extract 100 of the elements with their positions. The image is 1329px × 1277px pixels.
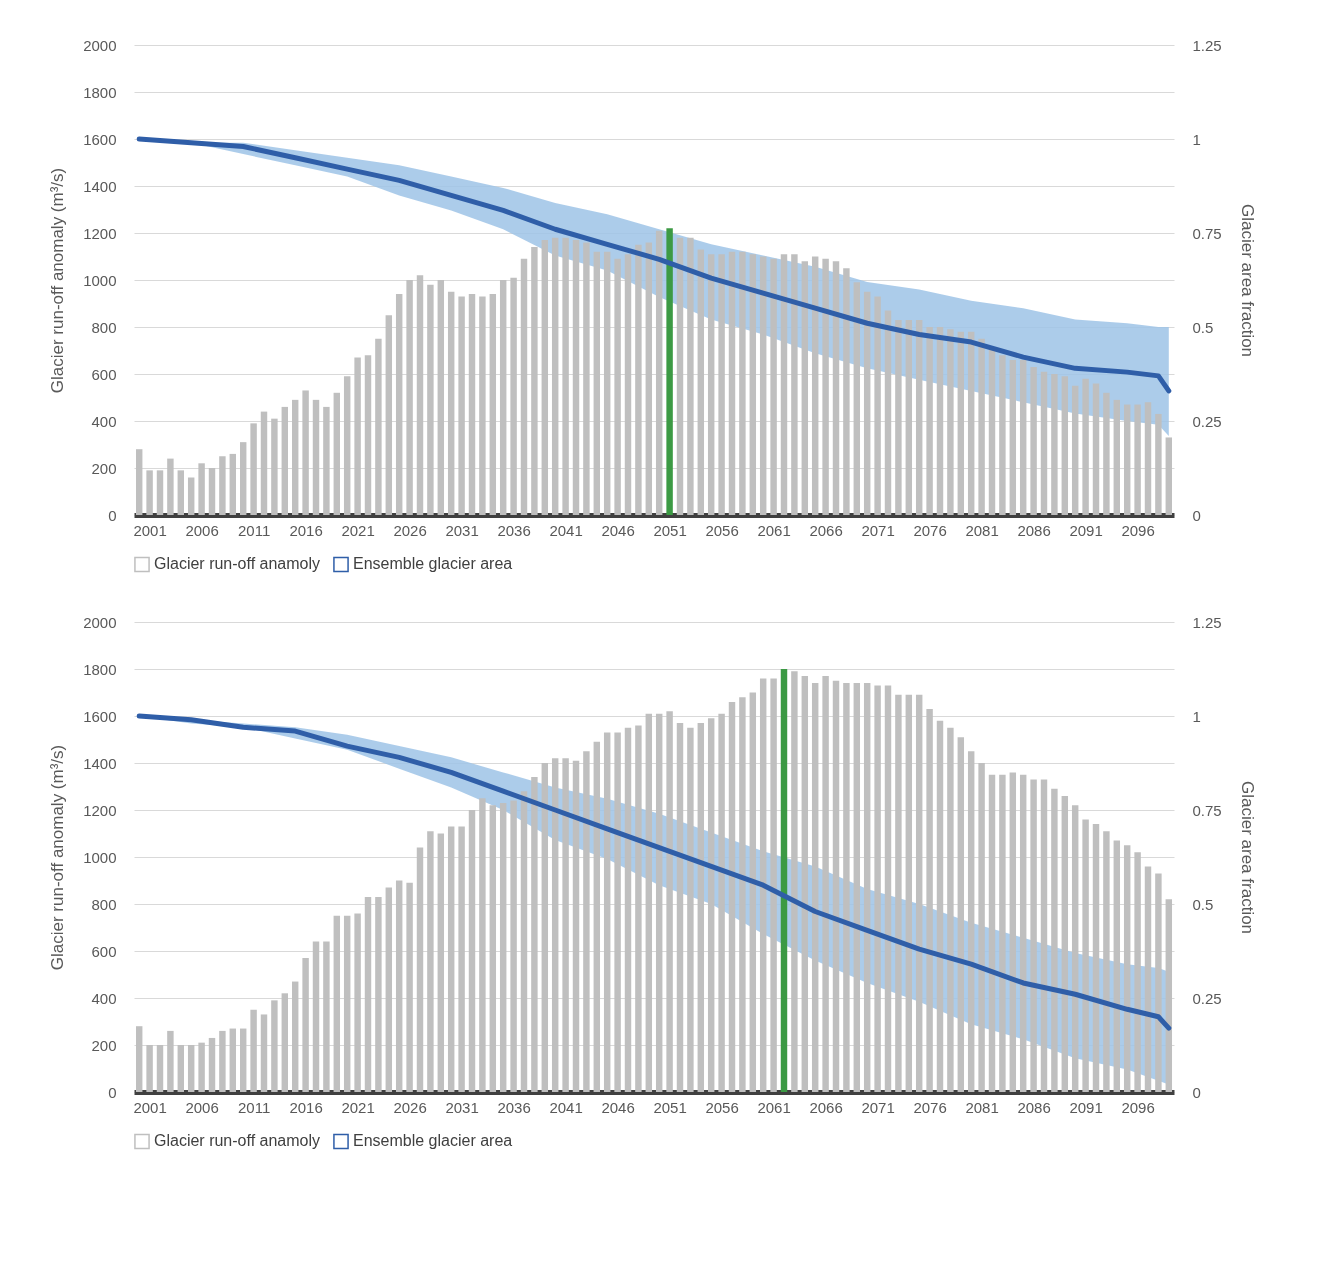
bar bbox=[1040, 779, 1048, 1092]
bar bbox=[1103, 392, 1110, 515]
bar bbox=[416, 847, 424, 1092]
bar bbox=[239, 1028, 247, 1092]
y-tick-label: 800 bbox=[91, 895, 117, 913]
x-tick-label: 2076 bbox=[913, 1098, 947, 1116]
x-tick-label: 2081 bbox=[965, 1098, 999, 1116]
y2-axis-title: Glacier area fraction bbox=[1237, 203, 1257, 358]
bar bbox=[385, 315, 393, 515]
bar bbox=[635, 244, 642, 515]
bar bbox=[687, 237, 694, 515]
bar bbox=[395, 880, 403, 1092]
bar bbox=[635, 725, 642, 1092]
bar bbox=[531, 777, 538, 1092]
bar bbox=[541, 240, 549, 515]
bar bbox=[936, 327, 944, 515]
bar bbox=[759, 678, 767, 1092]
y-tick-label: 200 bbox=[91, 459, 117, 477]
bar bbox=[343, 915, 351, 1092]
bar bbox=[541, 763, 549, 1092]
bar bbox=[572, 240, 580, 515]
bar bbox=[718, 254, 725, 515]
bar bbox=[655, 713, 663, 1092]
bar bbox=[146, 1045, 153, 1092]
bar bbox=[697, 249, 705, 515]
bar bbox=[562, 758, 569, 1092]
bar bbox=[967, 331, 975, 515]
y-axis-title: Glacier run-off anomaly (m³/s) bbox=[48, 167, 68, 394]
x-tick-label: 2026 bbox=[393, 1098, 427, 1116]
bar bbox=[531, 247, 538, 515]
x-tick-label: 2011 bbox=[237, 521, 271, 539]
x-tick-label: 2051 bbox=[653, 1098, 687, 1116]
bar bbox=[229, 1028, 237, 1092]
legend-label: Ensemble glacier area bbox=[353, 1132, 513, 1150]
legend-label: Ensemble glacier area bbox=[353, 555, 513, 573]
bar bbox=[676, 723, 684, 1092]
x-tick-label: 2096 bbox=[1121, 521, 1155, 539]
x-tick-label: 2046 bbox=[601, 1098, 635, 1116]
bar bbox=[811, 683, 819, 1092]
bar bbox=[915, 694, 923, 1092]
bar bbox=[583, 751, 590, 1092]
bar bbox=[1071, 805, 1079, 1092]
y2-axis-title: Glacier area fraction bbox=[1237, 780, 1257, 935]
bar bbox=[988, 348, 996, 515]
y2-tick-label: 0.25 bbox=[1192, 412, 1222, 430]
bar bbox=[895, 694, 902, 1092]
bar bbox=[572, 760, 580, 1092]
bar bbox=[333, 915, 341, 1092]
bar bbox=[1019, 774, 1027, 1092]
x-tick-label: 2086 bbox=[1017, 521, 1051, 539]
bar bbox=[1113, 399, 1121, 515]
bar bbox=[614, 732, 621, 1092]
bar bbox=[1134, 404, 1141, 515]
bar bbox=[645, 713, 653, 1092]
legend-label: Glacier run-off anamoly bbox=[154, 555, 320, 573]
x-tick-label: 2066 bbox=[809, 1098, 843, 1116]
bar bbox=[437, 280, 445, 515]
x-tick-label: 2051 bbox=[653, 521, 687, 539]
bar bbox=[281, 993, 289, 1092]
bar bbox=[551, 237, 559, 515]
bar bbox=[447, 826, 455, 1092]
y2-tick-label: 0.5 bbox=[1192, 895, 1214, 913]
bar bbox=[1123, 845, 1131, 1092]
x-tick-label: 2076 bbox=[913, 521, 947, 539]
y-tick-label: 600 bbox=[91, 942, 117, 960]
bar bbox=[250, 423, 257, 515]
bar bbox=[291, 981, 299, 1092]
bar bbox=[967, 751, 975, 1092]
bar bbox=[739, 697, 746, 1092]
bar bbox=[791, 671, 798, 1092]
x-tick-label: 2016 bbox=[289, 1098, 323, 1116]
x-tick-label: 2026 bbox=[393, 521, 427, 539]
bar bbox=[863, 683, 871, 1092]
y-tick-label: 800 bbox=[91, 318, 117, 336]
bar bbox=[863, 291, 871, 515]
bar bbox=[406, 280, 413, 515]
bar bbox=[1103, 831, 1110, 1092]
bar bbox=[437, 833, 445, 1092]
y-tick-label: 1200 bbox=[83, 224, 117, 242]
bar bbox=[718, 713, 725, 1092]
bar bbox=[1144, 866, 1152, 1092]
bar bbox=[156, 470, 164, 515]
bar bbox=[1019, 359, 1027, 515]
x-tick-label: 2001 bbox=[133, 1098, 167, 1116]
y-tick-label: 400 bbox=[91, 412, 117, 430]
x-tick-label: 2041 bbox=[549, 521, 583, 539]
bar bbox=[520, 791, 528, 1092]
bar bbox=[895, 319, 902, 515]
bar bbox=[822, 258, 829, 515]
bar bbox=[1051, 788, 1058, 1092]
x-tick-label: 2006 bbox=[185, 1098, 219, 1116]
x-tick-label: 2061 bbox=[757, 521, 791, 539]
bar bbox=[583, 242, 590, 515]
x-tick-label: 2096 bbox=[1121, 1098, 1155, 1116]
x-tick-label: 2061 bbox=[757, 1098, 791, 1116]
bar bbox=[416, 275, 424, 515]
bar bbox=[1092, 824, 1100, 1092]
y-tick-label: 1000 bbox=[83, 848, 117, 866]
bar bbox=[427, 284, 434, 515]
bar bbox=[208, 1037, 216, 1092]
